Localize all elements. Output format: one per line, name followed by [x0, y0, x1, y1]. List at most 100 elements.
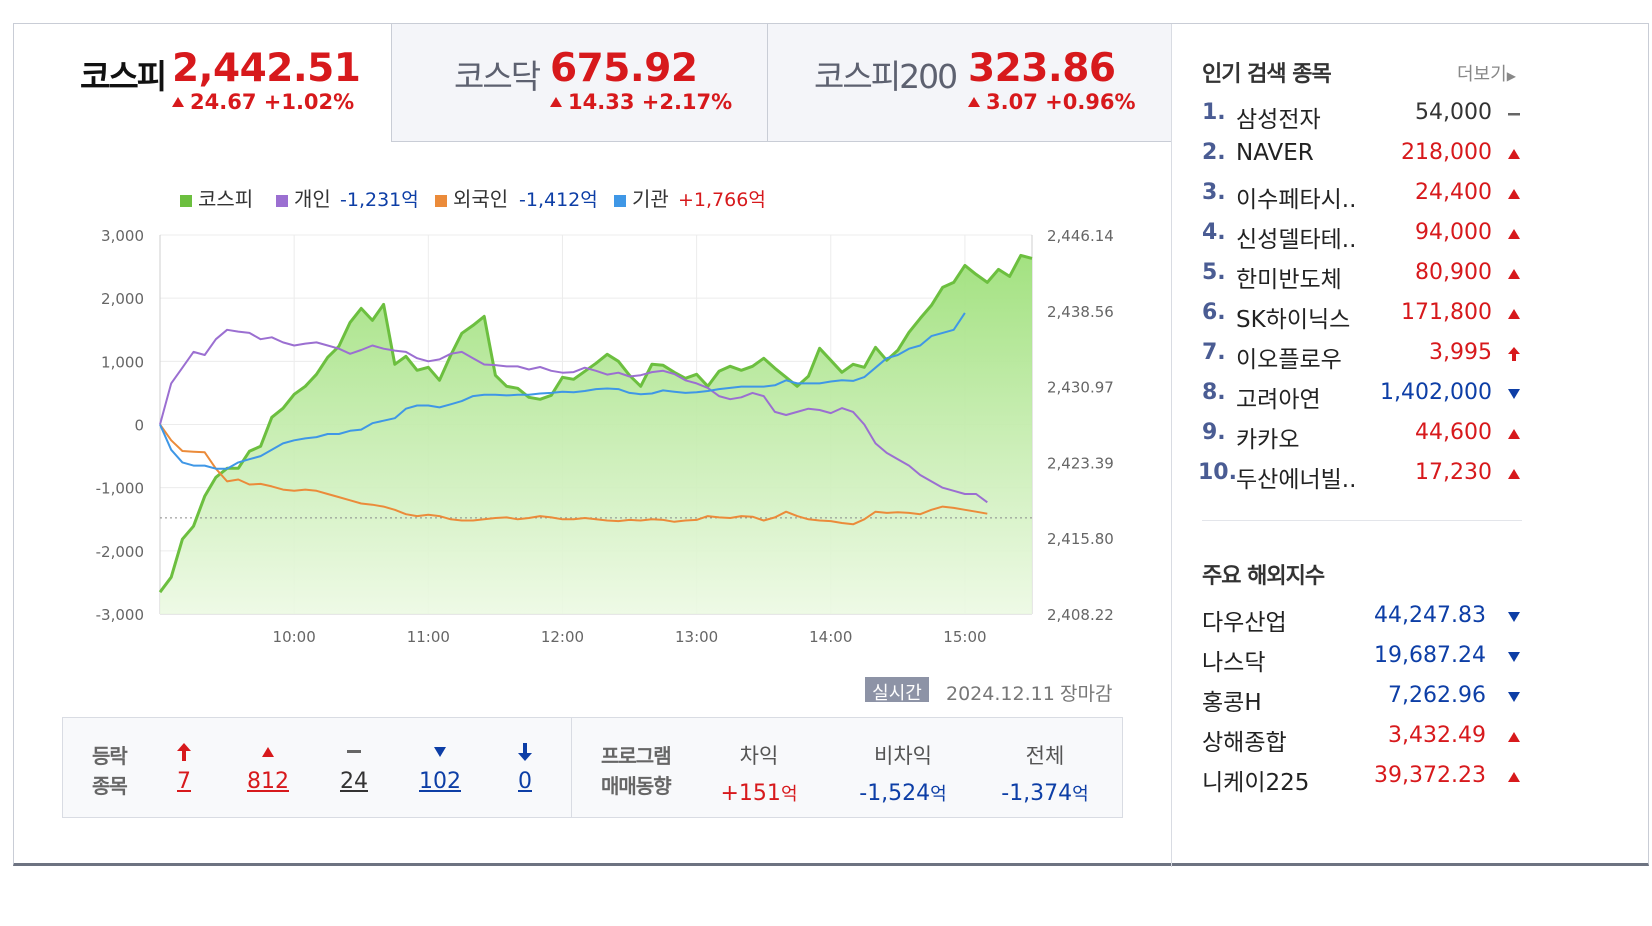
legend-amount: +1,766억	[678, 189, 766, 211]
breadth-label: 등락	[92, 744, 128, 768]
fall-triangle-icon	[434, 747, 446, 757]
legend-label: 외국인	[453, 187, 508, 211]
stock-price: 1,402,000	[1380, 380, 1492, 405]
world-index-name[interactable]: 니케이225	[1202, 770, 1310, 796]
rise-triangle-icon	[968, 97, 980, 107]
index-value: 323.86	[968, 46, 1116, 91]
stock-name[interactable]: 카카오	[1236, 427, 1300, 453]
more-link[interactable]: 더보기▶	[1457, 64, 1516, 85]
legend-swatch	[614, 195, 626, 207]
legend-amount: -1,412억	[519, 189, 598, 211]
world-index-row[interactable]: 나스닥 19,687.24	[1202, 643, 1522, 683]
lower-limit-arrow-icon	[518, 743, 532, 761]
program-label: 프로그램	[601, 744, 672, 768]
stock-name[interactable]: SK하이닉스	[1236, 307, 1351, 333]
stock-name[interactable]: 이오플로우	[1236, 347, 1342, 373]
stock-price: 171,800	[1401, 300, 1492, 325]
breadth-count[interactable]: 812	[247, 769, 289, 794]
index-change: 3.07 +0.96%	[968, 90, 1136, 114]
world-index-value: 19,687.24	[1374, 643, 1486, 668]
tab-kospi[interactable]: 코스피 2,442.51 24.67 +1.02%	[14, 24, 391, 142]
rise-triangle-icon	[1508, 469, 1520, 479]
legend-label: 개인	[294, 187, 331, 211]
x-tick-label: 11:00	[407, 628, 450, 646]
world-index-name[interactable]: 다우산업	[1202, 610, 1287, 636]
world-index-name[interactable]: 상해종합	[1202, 730, 1287, 756]
world-index-row[interactable]: 다우산업 44,247.83	[1202, 603, 1522, 643]
legend-label: 코스피	[198, 187, 253, 211]
stock-name[interactable]: 이수페타시..	[1236, 187, 1357, 213]
program-value: +151억	[720, 781, 798, 806]
index-name: 코스피	[80, 57, 167, 96]
popular-stock-row[interactable]: 7. 이오플로우 3,995	[1202, 340, 1522, 380]
legend-label: 기관	[632, 187, 669, 211]
stock-name[interactable]: 신성델타테..	[1236, 227, 1357, 253]
unchanged-dash-icon	[347, 750, 361, 753]
upper-limit-arrow-icon	[177, 743, 191, 761]
market-widget: 코스피 2,442.51 24.67 +1.02% 코스닥 675.92 14.…	[13, 23, 1649, 867]
rise-triangle-icon	[1508, 429, 1520, 439]
fall-triangle-icon	[1508, 389, 1520, 399]
popular-stock-row[interactable]: 8. 고려아연 1,402,000	[1202, 380, 1522, 420]
session-status: 장마감	[1060, 683, 1112, 702]
world-index-row[interactable]: 상해종합 3,432.49	[1202, 723, 1522, 763]
popular-stock-row[interactable]: 2. NAVER 218,000	[1202, 140, 1522, 180]
rise-triangle-icon	[1508, 309, 1520, 319]
breadth-count[interactable]: 0	[518, 769, 532, 794]
popular-stock-row[interactable]: 4. 신성델타테.. 94,000	[1202, 220, 1522, 260]
rise-triangle-icon	[1508, 269, 1520, 279]
tab-kospi200[interactable]: 코스피200 323.86 3.07 +0.96%	[767, 24, 1172, 142]
breadth-count[interactable]: 7	[177, 769, 191, 794]
breadth-count[interactable]: 24	[340, 769, 368, 794]
world-index-value: 44,247.83	[1374, 603, 1486, 628]
popular-stock-row[interactable]: 9. 카카오 44,600	[1202, 420, 1522, 460]
program-total: 전체 -1,374억	[970, 740, 1120, 806]
y-left-tick-label: 1,000	[101, 353, 144, 371]
stock-name[interactable]: 고려아연	[1236, 387, 1321, 413]
rise-triangle-icon	[262, 747, 274, 757]
y-right-tick-label: 2,415.80	[1047, 530, 1114, 548]
popular-stock-row[interactable]: 5. 한미반도체 80,900	[1202, 260, 1522, 300]
world-index-value: 3,432.49	[1388, 723, 1486, 748]
popular-stock-row[interactable]: 6. SK하이닉스 171,800	[1202, 300, 1522, 340]
series-line-institution	[159, 312, 966, 470]
market-stats	[62, 717, 1123, 818]
world-index-name[interactable]: 홍콩H	[1202, 690, 1262, 716]
rise-triangle-icon	[1508, 149, 1520, 159]
program-arbitrage: 차익 +151억	[684, 740, 834, 806]
program-head: 전체	[1025, 744, 1065, 768]
world-index-name[interactable]: 나스닥	[1202, 650, 1266, 676]
realtime-badge	[865, 677, 929, 702]
popular-stock-row[interactable]: 1. 삼성전자 54,000	[1202, 100, 1522, 140]
stock-price: 17,230	[1415, 460, 1492, 485]
stock-price: 54,000	[1415, 100, 1492, 125]
popular-stock-row[interactable]: 10. 두산에너빌.. 17,230	[1198, 460, 1522, 500]
y-right-tick-label: 2,446.14	[1047, 227, 1114, 245]
x-tick-label: 15:00	[943, 628, 986, 646]
world-index-row[interactable]: 니케이225 39,372.23	[1202, 763, 1522, 803]
rank-number: 9.	[1202, 420, 1226, 445]
breadth-count[interactable]: 102	[419, 769, 461, 794]
stock-price: 218,000	[1401, 140, 1492, 165]
world-index-row[interactable]: 홍콩H 7,262.96	[1202, 683, 1522, 723]
stock-name[interactable]: 삼성전자	[1236, 107, 1321, 133]
stock-name[interactable]: NAVER	[1236, 140, 1314, 166]
x-tick-label: 12:00	[541, 628, 584, 646]
tab-kosdaq[interactable]: 코스닥 675.92 14.33 +2.17%	[391, 24, 767, 142]
popular-stock-row[interactable]: 3. 이수페타시.. 24,400	[1202, 180, 1522, 220]
stock-price: 80,900	[1415, 260, 1492, 285]
rise-triangle-icon	[1508, 732, 1520, 742]
legend-item: 코스피	[180, 187, 253, 211]
world-title: 주요 해외지수	[1202, 564, 1325, 589]
unchanged-dash-icon	[1508, 113, 1520, 116]
stock-name[interactable]: 두산에너빌..	[1236, 467, 1357, 493]
rank-number: 10.	[1198, 460, 1237, 485]
stock-name[interactable]: 한미반도체	[1236, 267, 1342, 293]
rank-number: 6.	[1202, 300, 1226, 325]
rank-number: 8.	[1202, 380, 1226, 405]
right-panel: 인기 검색 종목 더보기▶ 1. 삼성전자 54,000 2. NAVER 218,000…	[1171, 24, 1549, 867]
rise-triangle-icon	[1508, 772, 1520, 782]
intraday-chart: 3,000 2,000 1,000 0 -1,000 -2,000 -3,000 2,446.…	[14, 142, 1172, 702]
x-tick-label: 14:00	[809, 628, 852, 646]
legend-item: 외국인 -1,412억	[435, 187, 598, 211]
